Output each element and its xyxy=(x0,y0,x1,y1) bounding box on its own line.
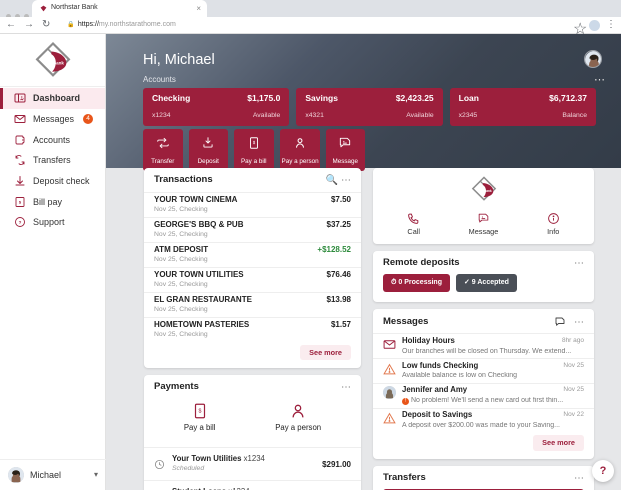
svg-text:Bank: Bank xyxy=(483,189,491,193)
svg-text:?: ? xyxy=(19,220,22,225)
svg-text:$: $ xyxy=(198,409,201,415)
svg-text:$: $ xyxy=(19,199,22,204)
svg-text:Bank: Bank xyxy=(52,61,64,66)
svg-text:$: $ xyxy=(253,140,256,145)
